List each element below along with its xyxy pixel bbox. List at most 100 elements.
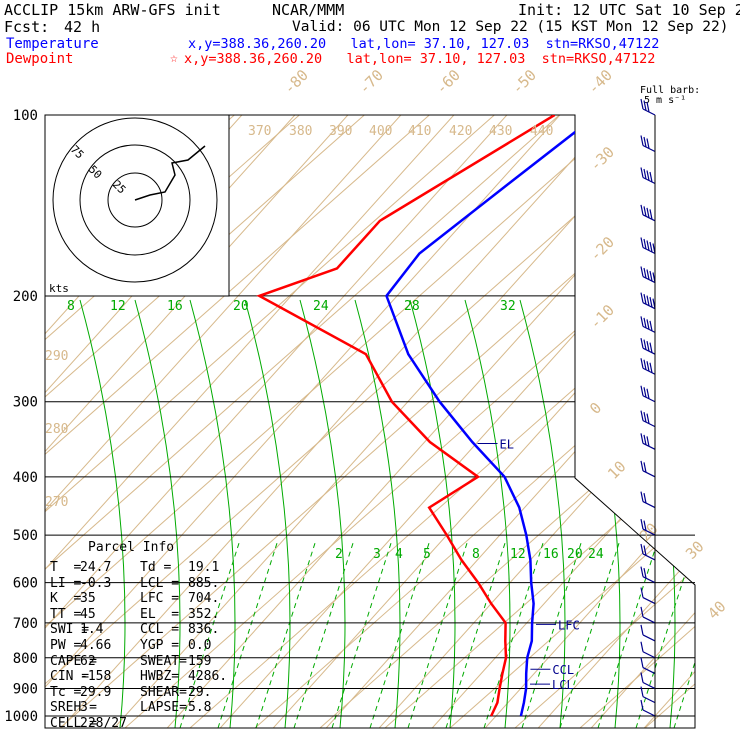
mixing-ratio-label: 24 (588, 547, 604, 562)
wind-barb-flag (646, 436, 650, 447)
wind-barb-flag (646, 319, 650, 330)
mixing-ratio-label: 8 (472, 547, 480, 562)
mixing-ratio-label: 8 (67, 299, 75, 314)
isotherm-line (45, 115, 414, 728)
wind-barb (642, 528, 656, 536)
wind-barb (642, 501, 656, 509)
isotherm-line (45, 115, 573, 728)
parcel-info-cell: T = (50, 560, 82, 575)
wind-barb-flag (643, 492, 647, 504)
wind-barb-flag (640, 686, 644, 697)
dewpoint-profile (256, 115, 556, 717)
parcel-info-cell: CAPE = (50, 653, 97, 669)
pressure-label: 800 (13, 651, 38, 667)
moist-adiabat-line (684, 299, 695, 728)
wind-barb-flag (646, 138, 650, 149)
parcel-info-cell: 29. (188, 684, 212, 700)
hodograph-ring (107, 172, 163, 228)
dry-adiabat-line (45, 115, 436, 728)
temperature-profile (385, 115, 598, 717)
theta-label: 270 (45, 495, 68, 510)
wind-barb-flag (643, 168, 647, 180)
parcel-info-cell: TT = (50, 606, 82, 622)
dry-adiabat-line (514, 115, 695, 728)
isotherm-line (431, 115, 695, 728)
isotherm-label: -30 (586, 143, 618, 175)
dry-adiabat-line (579, 115, 695, 728)
parcel-info-cell: 19.1 (188, 560, 220, 575)
wind-barb-flag (649, 320, 653, 332)
mixing-ratio-line (369, 539, 431, 728)
parcel-info-cell: 836. (188, 622, 220, 638)
hodograph-unit: kts (49, 282, 69, 295)
wind-barb-flag (640, 98, 644, 110)
temperature-location: x,y=388.36,260.20 lat,lon= 37.10, 127.03… (188, 36, 660, 52)
wind-barbs (640, 98, 656, 728)
wind-barb-flag (640, 292, 644, 303)
parcel-info-cell: LCL = (140, 575, 180, 591)
wind-barb-flag (649, 270, 653, 282)
moist-adiabat-line (189, 299, 236, 728)
wind-barb-flag (640, 491, 644, 502)
hodograph-ring (52, 117, 218, 283)
mixing-ratio-label: 24 (313, 299, 329, 314)
parcel-info-cell: LI = (50, 575, 82, 591)
dry-adiabat-line (45, 115, 566, 728)
wind-barb-flag (640, 672, 644, 683)
barb-legend-2: 5 m s⁻¹ (644, 95, 687, 106)
isotherm-label: 0 (586, 399, 605, 418)
wind-barb (642, 634, 656, 642)
parcel-info-cell: 4286. (188, 669, 228, 685)
pressure-label: 700 (13, 616, 38, 632)
wind-barb-flag (646, 269, 650, 280)
dry-adiabat-line (384, 115, 695, 728)
dry-adiabat-line (449, 115, 695, 728)
wind-barb-flag (649, 297, 653, 308)
mixing-ratio-label: 16 (167, 299, 183, 314)
wind-barb-flag (646, 207, 650, 218)
hodograph-frame (44, 114, 230, 297)
parcel-info-cell: CELL = (50, 716, 97, 731)
wind-barb-flag (640, 433, 644, 444)
parcel-info-cell: Tc = (50, 684, 82, 700)
moist-adiabat-line (244, 299, 291, 728)
wind-barb (642, 696, 656, 704)
theta-label: 430 (489, 124, 512, 139)
wind-barb-flag (640, 316, 644, 327)
theta-label: 410 (408, 124, 431, 139)
wind-barb-flag (649, 362, 653, 373)
mixing-ratio-label: 32 (500, 299, 516, 314)
wind-barb (642, 597, 656, 605)
isotherm-line (45, 115, 520, 728)
wind-barb-flag (643, 339, 647, 350)
parcel-info-cell: SREH = (50, 700, 97, 716)
parcel-info-cell: 1.4 (80, 622, 104, 638)
isotherm-label: -70 (355, 66, 387, 98)
parcel-info-cell: 228/27 (80, 716, 127, 731)
wind-barb-flag (643, 412, 647, 423)
parcel-info-cell: 159 (188, 653, 212, 669)
parcel-info-cell: 3 (80, 700, 88, 716)
wind-barb-flag (640, 460, 644, 471)
wind-barb-flag (643, 545, 647, 556)
wind-barb-flag (643, 238, 647, 250)
isotherm-label: -80 (280, 66, 312, 98)
parcel-info-cell: SHEAR= (140, 684, 187, 700)
parcel-info-cell: YGP = (140, 638, 180, 653)
parcel-info-cell: 0.0 (188, 638, 212, 653)
parcel-info-cell: -158 (80, 669, 112, 685)
theta-label: 380 (289, 124, 312, 139)
mixing-ratio-label: 12 (110, 299, 126, 314)
isotherm-line (484, 115, 695, 728)
hodograph-ring (79, 144, 191, 256)
isotherm-label: 30 (682, 537, 708, 563)
wind-barb-flag (646, 388, 650, 399)
isotherm-line (537, 115, 695, 728)
wind-barb-flag (640, 338, 644, 349)
wind-barb-flag (640, 566, 644, 577)
dewpoint-star-icon: ☆ (170, 51, 178, 66)
theta-label: 420 (449, 124, 472, 139)
wind-barb-flag (646, 413, 650, 424)
